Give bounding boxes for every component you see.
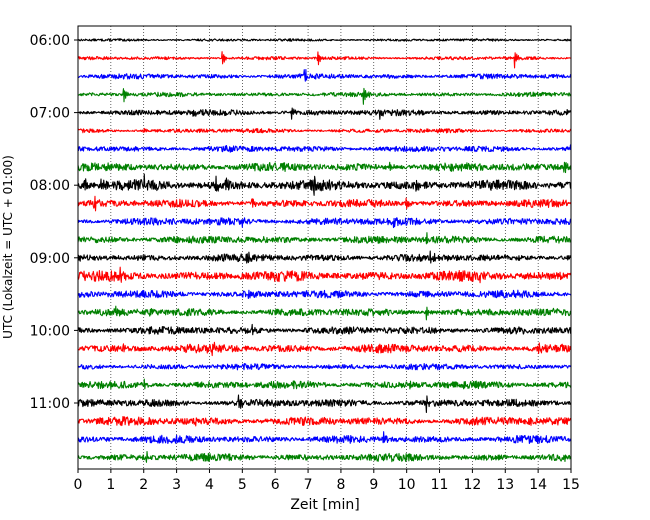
trace-1115 xyxy=(77,416,572,427)
x-tick-label-2: 2 xyxy=(139,477,148,493)
x-tick-label-11: 11 xyxy=(431,477,449,493)
trace-0600 xyxy=(77,38,572,42)
seismic-traces xyxy=(77,38,572,463)
trace-0915 xyxy=(77,266,572,284)
trace-0845 xyxy=(77,232,572,245)
trace-0730 xyxy=(77,144,572,153)
trace-1130 xyxy=(77,431,572,445)
trace-1045 xyxy=(77,378,572,390)
trace-0715 xyxy=(77,127,572,134)
trace-0815 xyxy=(77,195,572,212)
y-axis-ticks: 06:00 07:00 08:00 09:00 10:00 11:00 xyxy=(30,33,78,412)
x-tick-label-9: 9 xyxy=(369,477,378,493)
x-tick-label-6: 6 xyxy=(271,477,280,493)
trace-0745 xyxy=(77,161,572,174)
trace-1030 xyxy=(77,362,572,371)
trace-0900 xyxy=(77,250,572,264)
y-tick-label-1100: 11:00 xyxy=(30,396,70,412)
trace-0645 xyxy=(77,87,572,105)
x-tick-label-4: 4 xyxy=(205,477,214,493)
trace-0830 xyxy=(77,217,572,229)
trace-0700 xyxy=(77,107,572,120)
x-tick-label-13: 13 xyxy=(496,477,514,493)
trace-1100 xyxy=(77,394,572,414)
trace-0930 xyxy=(77,289,572,300)
x-tick-label-8: 8 xyxy=(336,477,345,493)
y-tick-label-0900: 09:00 xyxy=(30,251,70,267)
x-axis-label: Zeit [min] xyxy=(290,497,359,513)
plot-frame xyxy=(77,25,572,470)
x-tick-label-15: 15 xyxy=(562,477,580,493)
grid-lines xyxy=(110,26,539,469)
x-tick-label-7: 7 xyxy=(304,477,313,493)
trace-1000 xyxy=(77,323,572,336)
trace-0945 xyxy=(77,305,572,321)
y-tick-label-0700: 07:00 xyxy=(30,106,70,122)
x-tick-label-3: 3 xyxy=(172,477,181,493)
y-axis-label: UTC (Lokalzeit = UTC + 01:00) xyxy=(1,155,15,339)
y-tick-label-1000: 10:00 xyxy=(30,323,70,339)
x-tick-label-14: 14 xyxy=(529,477,547,493)
trace-0615 xyxy=(77,51,572,69)
trace-0630 xyxy=(77,68,572,82)
y-tick-label-0600: 06:00 xyxy=(30,33,70,49)
y-tick-label-0800: 08:00 xyxy=(30,178,70,194)
x-tick-label-12: 12 xyxy=(463,477,481,493)
trace-1145 xyxy=(77,450,572,463)
x-tick-label-1: 1 xyxy=(106,477,115,493)
x-axis-ticks: 0 1 2 3 4 5 6 7 8 9 10 11 12 13 14 15 xyxy=(74,469,580,493)
x-tick-label-5: 5 xyxy=(238,477,247,493)
trace-1015 xyxy=(77,341,572,357)
trace-0800 xyxy=(77,173,572,196)
x-tick-label-0: 0 xyxy=(74,477,83,493)
x-tick-label-10: 10 xyxy=(398,477,416,493)
